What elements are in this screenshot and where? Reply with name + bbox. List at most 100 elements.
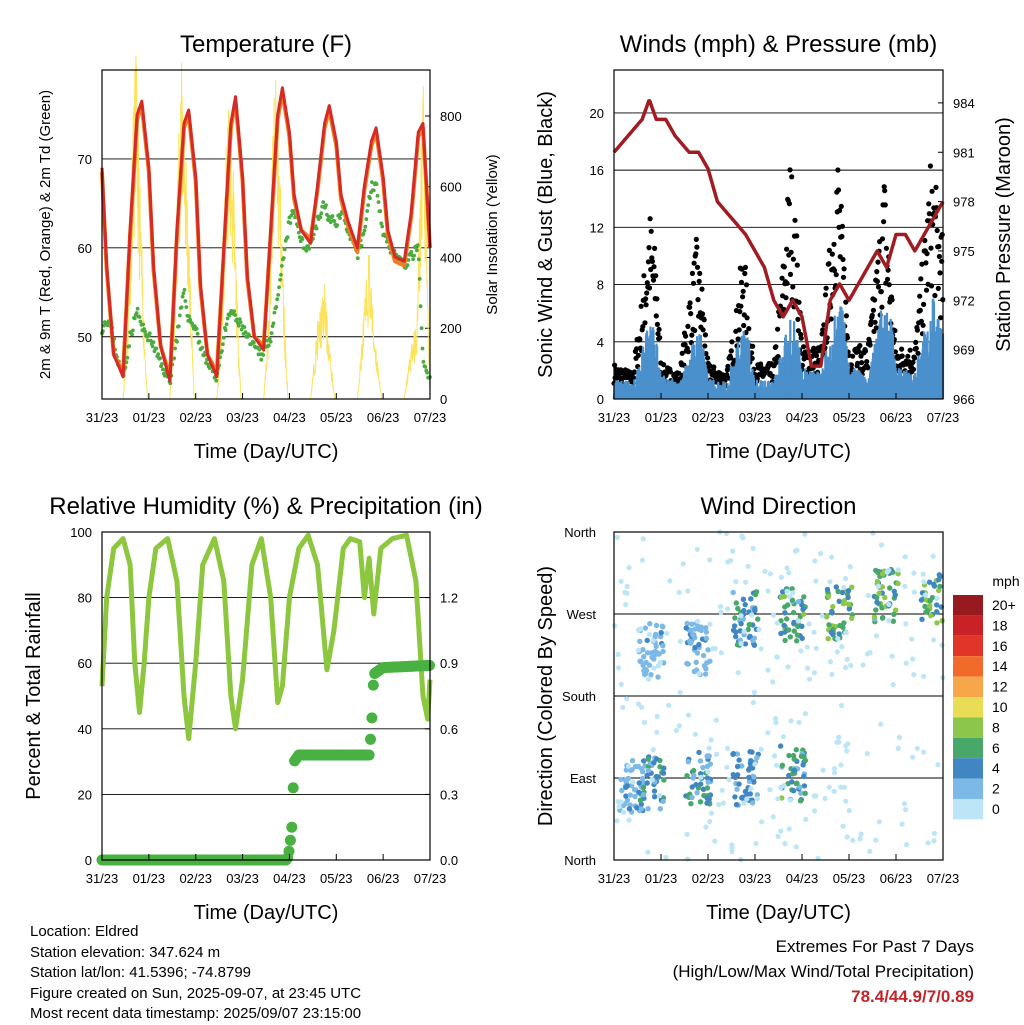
- dewpoint-point: [183, 299, 188, 303]
- gust-point: [840, 256, 846, 263]
- x-tick-label: 06/23: [880, 410, 913, 425]
- x-tick-label: 01/23: [645, 871, 678, 886]
- direction-point: [691, 668, 697, 675]
- direction-point: [795, 599, 802, 605]
- dewpoint-point: [324, 203, 328, 208]
- direction-point: [651, 665, 657, 671]
- gust-point: [848, 362, 855, 368]
- dewpoint-point: [180, 294, 185, 299]
- gust-point: [781, 264, 787, 270]
- direction-point: [653, 631, 659, 638]
- y-tick-label: 8: [597, 278, 604, 293]
- y-tick-label-right: 0.9: [440, 656, 458, 671]
- direction-point: [692, 626, 698, 632]
- direction-point: [931, 581, 937, 588]
- direction-point: [730, 750, 737, 757]
- dewpoint-point: [321, 200, 326, 205]
- direction-point: [847, 564, 853, 570]
- dewpoint-point: [242, 325, 247, 330]
- dewpoint-point: [405, 263, 410, 268]
- gust-point: [643, 302, 649, 308]
- direction-point: [733, 600, 739, 606]
- gust-point: [699, 311, 706, 317]
- direction-point: [813, 578, 819, 584]
- direction-point: [824, 613, 830, 619]
- gust-point: [789, 174, 795, 180]
- dewpoint-point: [419, 326, 424, 331]
- direction-point: [774, 654, 780, 660]
- direction-point: [738, 621, 744, 627]
- gust-point: [657, 335, 663, 341]
- direction-point: [618, 776, 624, 783]
- y-tick-label: 16: [590, 163, 604, 178]
- gust-point: [651, 264, 657, 270]
- dewpoint-point: [307, 246, 311, 251]
- direction-point: [718, 609, 724, 615]
- gust-point: [644, 280, 650, 286]
- direction-point: [684, 773, 690, 779]
- direction-point: [657, 659, 663, 665]
- gust-point: [881, 184, 887, 190]
- direction-point: [812, 558, 818, 564]
- panel-title: Temperature (F): [180, 31, 352, 58]
- gust-point: [738, 303, 744, 309]
- gust-point: [929, 188, 935, 194]
- gust-point: [728, 348, 734, 354]
- direction-point: [806, 621, 812, 627]
- direction-point: [765, 588, 771, 594]
- gust-point: [874, 278, 881, 284]
- legend-label: 2: [992, 781, 1000, 797]
- direction-point: [696, 626, 702, 632]
- direction-point: [875, 583, 881, 589]
- direction-point: [841, 620, 847, 626]
- rainfall-point: [286, 821, 298, 833]
- y-tick-label-right: 400: [440, 250, 462, 265]
- direction-point: [725, 606, 731, 612]
- direction-point: [614, 818, 620, 824]
- gust-point: [899, 346, 905, 352]
- gust-point: [924, 251, 930, 257]
- direction-point: [643, 659, 649, 666]
- direction-point: [641, 654, 647, 660]
- direction-point: [754, 755, 760, 761]
- legend-label: 4: [992, 760, 1000, 776]
- direction-point: [655, 674, 661, 680]
- dewpoint-point: [415, 248, 419, 253]
- direction-point: [790, 609, 797, 616]
- x-tick-label: 07/23: [414, 410, 447, 425]
- gust-point: [826, 261, 832, 267]
- direction-point: [660, 770, 667, 776]
- gust-point: [740, 288, 746, 294]
- gust-point: [843, 299, 849, 305]
- direction-point: [873, 633, 880, 639]
- direction-point: [864, 750, 871, 757]
- gust-point: [883, 245, 890, 251]
- dewpoint-point: [423, 365, 428, 369]
- legend-swatch: [953, 799, 983, 820]
- dewpoint-point: [304, 248, 309, 253]
- direction-point: [789, 586, 795, 592]
- direction-point: [717, 604, 724, 610]
- y-tick-label: 70: [78, 152, 92, 167]
- direction-point: [640, 792, 647, 798]
- direction-point: [794, 638, 800, 644]
- legend-label: 10: [992, 699, 1008, 715]
- direction-point: [902, 583, 908, 589]
- direction-point: [648, 672, 654, 678]
- direction-point: [843, 798, 849, 804]
- direction-point: [673, 727, 680, 734]
- y-tick-label: East: [570, 771, 596, 786]
- direction-point: [849, 615, 855, 621]
- dewpoint-point: [232, 309, 237, 314]
- direction-point: [796, 719, 802, 725]
- direction-point: [696, 749, 702, 756]
- x-tick-label: 04/23: [273, 871, 306, 886]
- figure-created: Figure created on Sun, 2025-09-07, at 23…: [30, 984, 362, 1002]
- direction-point: [794, 780, 800, 786]
- direction-point: [778, 574, 785, 580]
- direction-point: [844, 748, 850, 754]
- y-tick-label: North: [564, 853, 596, 868]
- direction-point: [641, 719, 648, 726]
- gust-point: [640, 324, 646, 330]
- gust-point: [700, 327, 706, 333]
